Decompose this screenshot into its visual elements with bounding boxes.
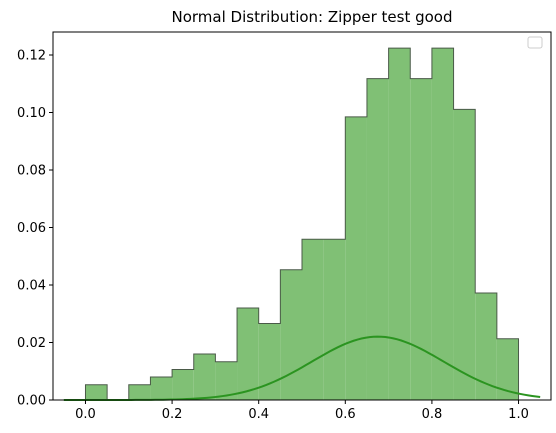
histogram-bar (302, 239, 324, 400)
histogram-bar (453, 109, 476, 401)
histogram-bar (128, 384, 151, 400)
y-tick-label: 0.08 (17, 164, 46, 179)
y-tick-label: 0.12 (17, 49, 46, 64)
histogram-bar (388, 48, 411, 400)
histogram-bar (85, 384, 108, 400)
histogram-bar (193, 354, 216, 400)
y-axis: 0.00 0.02 0.04 0.06 0.08 0.10 0.12 (17, 49, 53, 409)
y-tick-label: 0.02 (17, 336, 46, 351)
x-tick-label: 0.0 (75, 407, 96, 422)
x-tick-label: 1.0 (508, 407, 529, 422)
histogram-bar (215, 361, 238, 400)
x-axis: 0.0 0.2 0.4 0.6 0.8 1.0 (75, 400, 529, 422)
x-tick-label: 0.8 (422, 407, 443, 422)
histogram-bar (366, 78, 389, 400)
axes-frame (52, 31, 552, 401)
histogram-bar (237, 308, 259, 400)
y-tick-label: 0.00 (17, 394, 46, 409)
y-tick-label: 0.04 (17, 279, 46, 294)
histogram-bar (172, 369, 194, 400)
histogram-bar (258, 323, 281, 400)
chart-title: Normal Distribution: Zipper test good (172, 8, 453, 26)
histogram-bar (410, 78, 432, 400)
histogram-bar (150, 377, 173, 400)
x-tick-label: 0.4 (248, 407, 269, 422)
x-tick-label: 0.2 (162, 407, 183, 422)
histogram-bar (345, 116, 367, 400)
histogram-bar (496, 338, 519, 400)
legend (527, 36, 543, 49)
x-tick-label: 0.6 (335, 407, 356, 422)
histogram-outline (63, 47, 520, 401)
histogram-bar (280, 269, 302, 400)
histogram-bar (323, 239, 346, 400)
y-tick-label: 0.10 (17, 106, 46, 121)
y-tick-label: 0.06 (17, 221, 46, 236)
plot-area (63, 47, 541, 401)
histogram-bar (475, 293, 497, 400)
histogram-bar (431, 48, 454, 400)
